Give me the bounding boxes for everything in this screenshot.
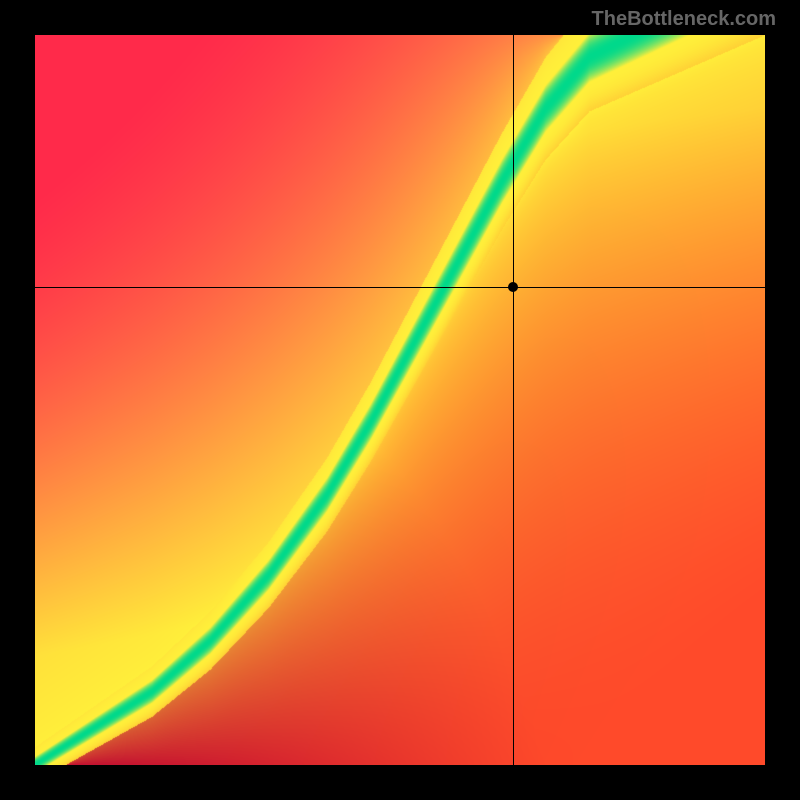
crosshair-marker bbox=[508, 282, 518, 292]
heatmap-canvas bbox=[35, 35, 765, 765]
watermark-text: TheBottleneck.com bbox=[592, 8, 776, 31]
heatmap-plot bbox=[35, 35, 765, 765]
crosshair-vertical bbox=[513, 35, 514, 765]
crosshair-horizontal bbox=[35, 287, 765, 288]
